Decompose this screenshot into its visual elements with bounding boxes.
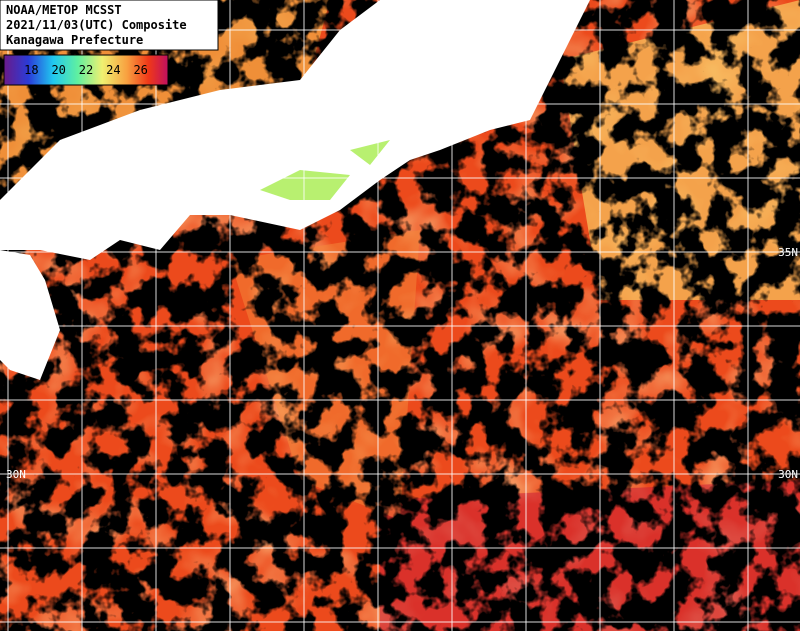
- header-line: NOAA/METOP MCSST: [6, 3, 122, 17]
- colorbar-tick-label: 24: [106, 63, 120, 77]
- colorbar-tick-label: 22: [79, 63, 93, 77]
- colorbar-tick-label: 18: [24, 63, 38, 77]
- lat-label: 30N: [778, 468, 798, 481]
- lat-label: 35N: [778, 246, 798, 259]
- header-line: 2021/11/03(UTC) Composite: [6, 18, 187, 32]
- colorbar-ramp: [3, 54, 169, 86]
- colorbar-tick-label: 20: [51, 63, 65, 77]
- colorbar: 18 20 22 24 26: [3, 54, 169, 86]
- colorbar-tick-label: 26: [133, 63, 147, 77]
- lat-label: 30N: [6, 468, 26, 481]
- header-line: Kanagawa Prefecture: [6, 33, 143, 47]
- header-box: NOAA/METOP MCSST 2021/11/03(UTC) Composi…: [0, 0, 219, 51]
